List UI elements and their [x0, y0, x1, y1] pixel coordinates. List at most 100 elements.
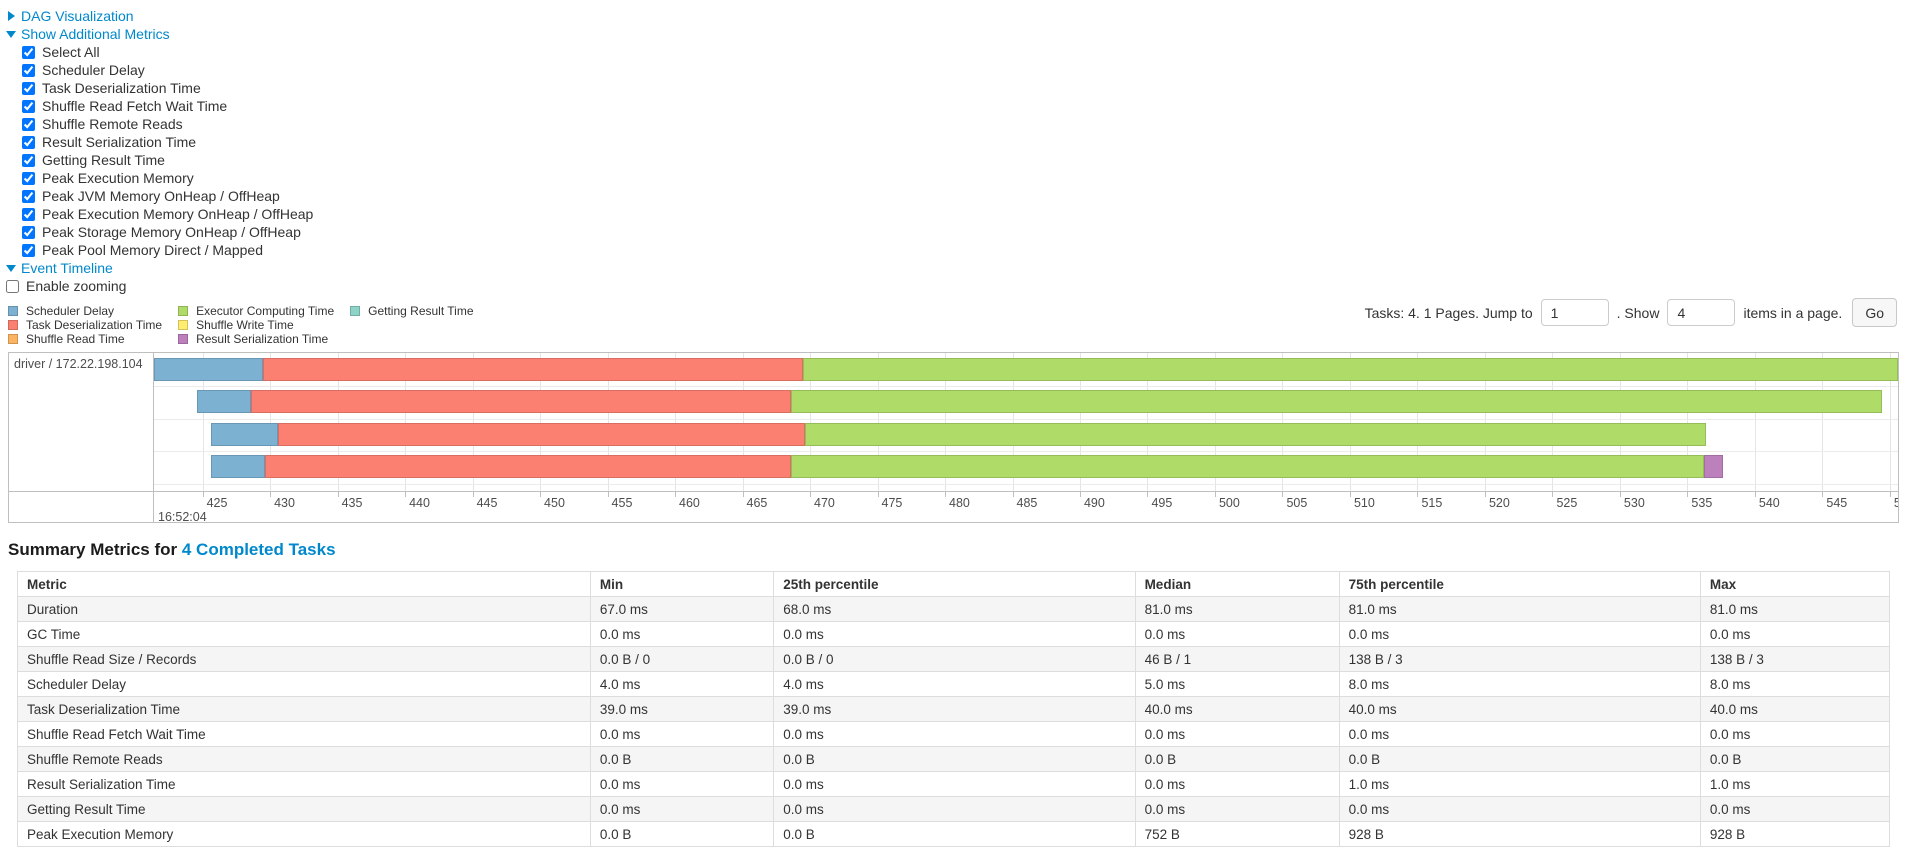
axis-tick-label: 550 [1893, 496, 1898, 510]
axis-tick-label: 460 [679, 496, 700, 510]
task-bar-segment-scheduler-delay[interactable] [210, 455, 265, 479]
metric-checkbox-label: Getting Result Time [42, 152, 165, 168]
enable-zooming-row[interactable]: Enable zooming [6, 277, 313, 295]
axis-tick-label: 515 [1421, 496, 1443, 510]
table-cell: 0.0 ms [1134, 796, 1340, 822]
table-cell: 40.0 ms [1699, 696, 1891, 722]
axis-tick-label: 500 [1218, 496, 1240, 510]
legend-swatch-icon [178, 334, 189, 344]
metric-checkbox[interactable] [22, 135, 35, 149]
task-bar-segment-executor-computing[interactable] [791, 390, 1882, 414]
metric-checkbox[interactable] [22, 117, 35, 131]
axis-tick-label: 545 [1826, 496, 1848, 510]
timeline-gridline [1822, 353, 1824, 491]
completed-tasks-link[interactable]: 4 Completed Tasks [181, 540, 336, 559]
show-additional-metrics-toggle[interactable]: Show Additional Metrics [6, 25, 313, 43]
axis-tick-mark [742, 492, 744, 497]
axis-tick-mark [945, 492, 946, 497]
task-bar-segment-scheduler-delay[interactable] [197, 390, 252, 414]
timeline-axis: 16:52:04 425 430 435 440 445 450 455 460 465 470 4… [154, 492, 1898, 522]
metric-checkbox-row[interactable]: Peak Storage Memory OnHeap / OffHeap [22, 223, 313, 241]
table-header-cell: Metric [17, 571, 591, 597]
metric-checkbox[interactable] [22, 243, 35, 257]
axis-tick-mark [540, 492, 542, 497]
metric-checkbox[interactable] [22, 63, 35, 77]
task-bar-segment-scheduler-delay[interactable] [210, 422, 279, 446]
task-bar-segment-task-deserialization[interactable] [278, 422, 805, 446]
metric-checkbox-row[interactable]: Shuffle Read Fetch Wait Time [22, 97, 313, 115]
summary-metrics-title: Summary Metrics for 4 Completed Tasks [8, 540, 336, 560]
expanded-arrow-icon [6, 30, 16, 38]
dag-visualization-toggle[interactable]: DAG Visualization [6, 7, 313, 25]
timeline-gridline [540, 353, 542, 491]
metric-checkbox-row[interactable]: Scheduler Delay [22, 61, 313, 79]
task-bar-segment-result-serialization[interactable] [1703, 455, 1723, 479]
table-cell: 0.0 ms [773, 771, 1136, 797]
table-cell: 1.0 ms [1699, 771, 1891, 797]
legend-item: Task Deserialization Time [8, 318, 162, 332]
table-cell: 1.0 ms [1338, 771, 1701, 797]
table-cell: 4.0 ms [773, 671, 1136, 697]
row-separator-line [154, 451, 1898, 452]
metric-checkbox[interactable] [22, 171, 35, 185]
table-row: Shuffle Read Size / Records 0.0 B / 0 0.0 … [17, 646, 1891, 672]
timeline-gridline [1619, 353, 1621, 491]
enable-zooming-checkbox[interactable] [6, 279, 19, 293]
metric-checkbox[interactable] [22, 225, 35, 239]
metric-checkbox-row[interactable]: Peak JVM Memory OnHeap / OffHeap [22, 187, 313, 205]
metric-checkbox[interactable] [22, 189, 35, 203]
table-cell: 928 B [1338, 821, 1701, 847]
task-bar-segment-executor-computing[interactable] [803, 357, 1898, 381]
metric-checkbox-row[interactable]: Select All [22, 43, 313, 61]
task-bar-segment-executor-computing[interactable] [804, 422, 1707, 446]
table-cell: Shuffle Read Fetch Wait Time [17, 721, 591, 747]
metric-checkbox[interactable] [22, 81, 35, 95]
axis-separator-line [9, 491, 1898, 492]
table-header-row: Metric Min 25th percentile Median 75th perce… [17, 571, 1891, 597]
metric-checkbox-row[interactable]: Peak Execution Memory [22, 169, 313, 187]
axis-tick-label: 470 [814, 496, 835, 510]
metric-checkbox[interactable] [22, 153, 35, 167]
metric-checkbox-row[interactable]: Getting Result Time [22, 151, 313, 169]
table-row: Task Deserialization Time 39.0 ms 39.0 ms 4… [17, 696, 1891, 722]
task-bar-segment-task-deserialization[interactable] [251, 390, 792, 414]
table-cell: 81.0 ms [1338, 596, 1701, 622]
metric-checkbox-row[interactable]: Task Deserialization Time [22, 79, 313, 97]
task-bar-segment-task-deserialization[interactable] [263, 357, 804, 381]
metric-checkbox[interactable] [22, 45, 35, 59]
timeline-group-column: driver / 172.22.198.104 [9, 353, 154, 522]
task-bar-segment-task-deserialization[interactable] [264, 455, 792, 479]
metric-checkbox[interactable] [22, 207, 35, 221]
timeline-gridline [202, 353, 204, 491]
metric-checkbox-label: Peak Execution Memory [42, 170, 194, 186]
event-timeline-toggle[interactable]: Event Timeline [6, 259, 313, 277]
table-cell: Task Deserialization Time [17, 696, 591, 722]
items-per-page-input[interactable] [1667, 299, 1736, 326]
task-bar-segment-scheduler-delay[interactable] [154, 357, 264, 381]
table-cell: 0.0 ms [589, 771, 775, 797]
jump-to-page-input[interactable] [1540, 299, 1609, 326]
table-cell: 0.0 ms [589, 796, 775, 822]
metric-checkbox-row[interactable]: Shuffle Remote Reads [22, 115, 313, 133]
metric-checkbox-row[interactable]: Result Serialization Time [22, 133, 313, 151]
timeline-gridline [1282, 353, 1284, 491]
table-cell: 67.0 ms [589, 596, 775, 622]
table-cell: 0.0 B [773, 821, 1136, 847]
timeline-gridline [1417, 353, 1419, 491]
axis-tick-mark [1619, 492, 1621, 497]
axis-tick-label: 525 [1556, 496, 1578, 510]
axis-tick-label: 435 [341, 496, 363, 510]
task-bar-segment-executor-computing[interactable] [791, 455, 1704, 479]
timeline-gridline [1889, 353, 1891, 491]
axis-tick-mark [607, 492, 609, 497]
legend-item-label: Scheduler Delay [26, 304, 115, 318]
legend-item: Executor Computing Time [178, 304, 334, 318]
timeline-rows-area [154, 353, 1898, 491]
go-button[interactable]: Go [1852, 298, 1897, 327]
metric-checkbox-label: Task Deserialization Time [42, 80, 201, 96]
metric-checkbox[interactable] [22, 99, 35, 113]
metric-checkbox-label: Peak JVM Memory OnHeap / OffHeap [42, 188, 280, 204]
metric-checkbox-row[interactable]: Peak Execution Memory OnHeap / OffHeap [22, 205, 313, 223]
metric-checkbox-row[interactable]: Peak Pool Memory Direct / Mapped [22, 241, 313, 259]
legend-swatch-icon [8, 320, 18, 330]
